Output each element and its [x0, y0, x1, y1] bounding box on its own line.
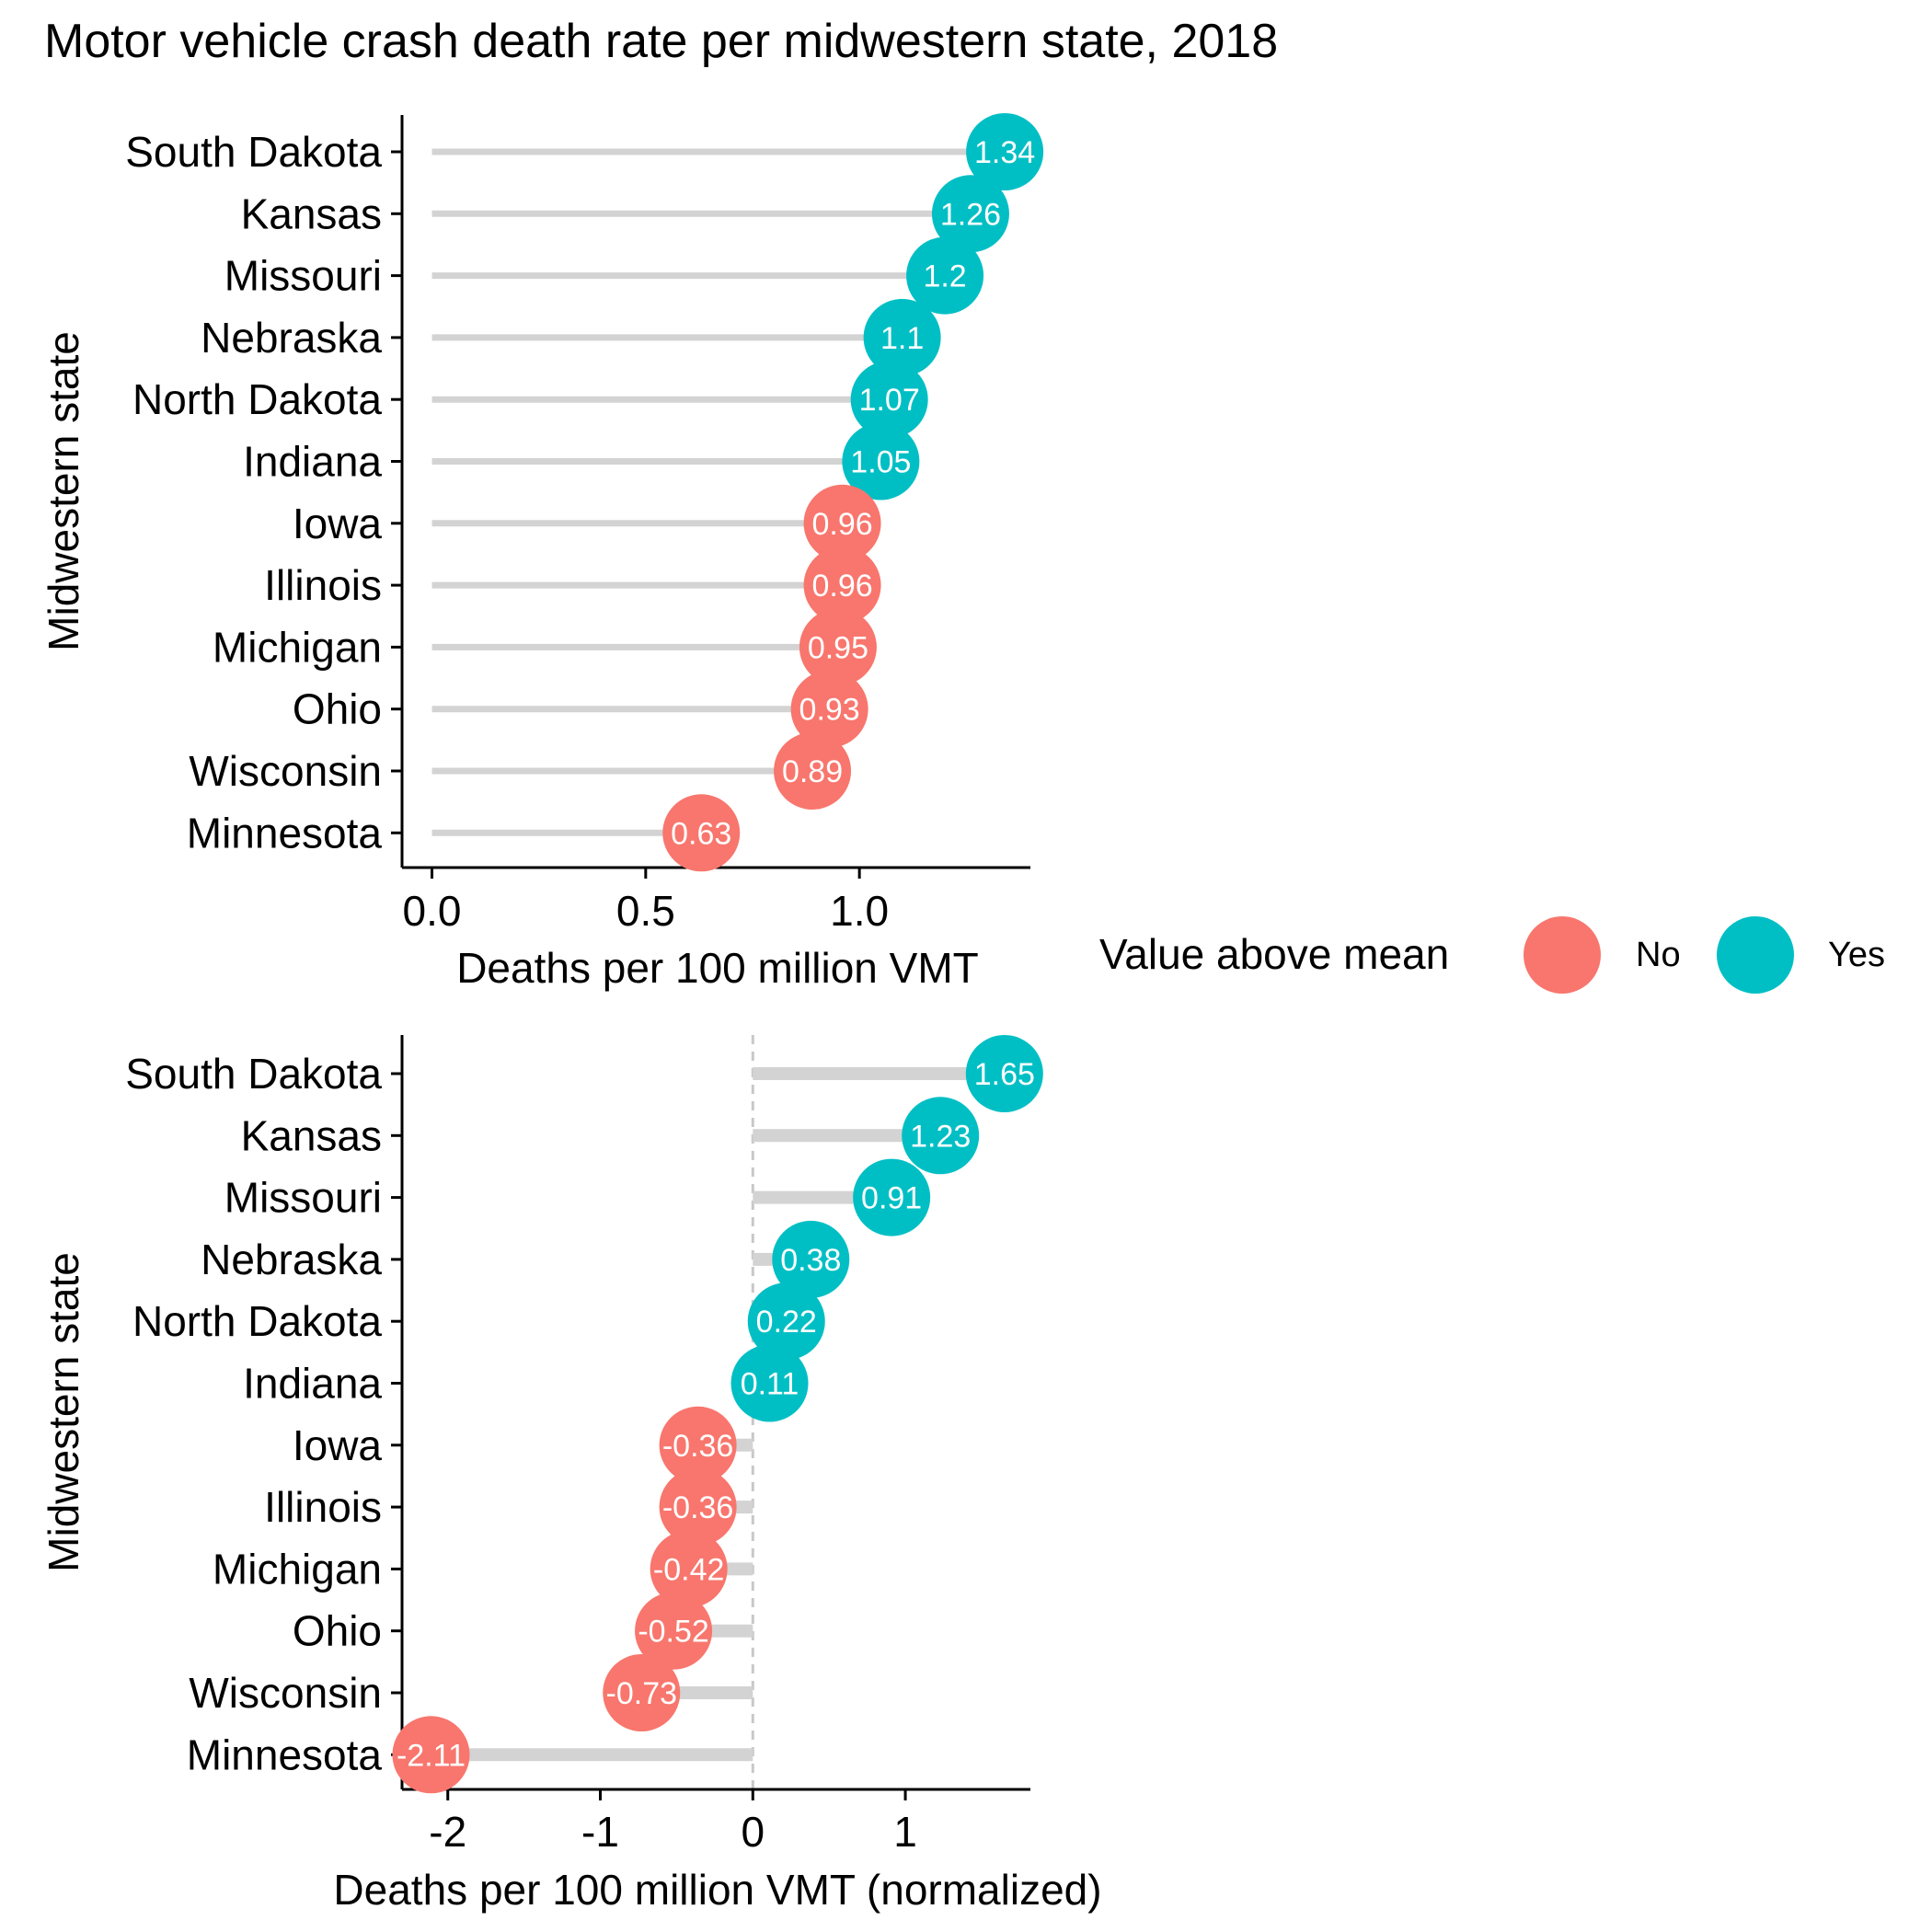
data-label: 0.89	[782, 754, 843, 789]
lollipop-dot	[772, 1220, 850, 1298]
x-tick-label: -2	[429, 1808, 466, 1856]
legend-label-yes: Yes	[1828, 936, 1885, 974]
x-tick-label: 0.5	[616, 887, 675, 935]
y-tick-label: Ohio	[293, 685, 382, 733]
lollipop-dot	[842, 422, 920, 500]
lollipop-dot	[650, 1530, 728, 1608]
data-label: -0.42	[653, 1552, 725, 1587]
x-tick-label: 0	[741, 1808, 765, 1856]
lollipop-dot	[931, 175, 1009, 253]
lollipop-dot	[790, 670, 868, 748]
y-tick-label: North Dakota	[132, 375, 382, 423]
lollipop-dot	[603, 1654, 681, 1731]
y-tick-label: Illinois	[264, 1483, 382, 1531]
data-label: 0.96	[811, 569, 872, 604]
lollipop-dot	[747, 1282, 825, 1361]
y-tick-label: Minnesota	[187, 1731, 383, 1778]
data-label: 1.05	[850, 445, 911, 480]
lollipop-dot	[774, 732, 852, 810]
legend-key-no	[1524, 916, 1601, 994]
legend-key-yes	[1717, 916, 1794, 994]
x-axis-title: Deaths per 100 million VMT (normalized)	[333, 1866, 1101, 1914]
lollipop-dot	[965, 1035, 1043, 1112]
lollipop-dot	[853, 1158, 931, 1236]
data-label: 1.65	[974, 1057, 1035, 1092]
data-label: 1.23	[910, 1119, 971, 1154]
x-tick-label: -1	[581, 1808, 619, 1856]
y-tick-label: Kansas	[241, 1111, 382, 1159]
lollipop-dot	[662, 794, 741, 872]
data-label: 1.1	[880, 321, 924, 356]
x-tick-label: 0.0	[403, 887, 462, 935]
y-tick-label: Nebraska	[201, 314, 382, 362]
data-label: 1.34	[974, 135, 1035, 170]
data-label: -0.36	[662, 1490, 734, 1525]
lollipop-dot	[863, 298, 941, 376]
data-label: 1.07	[859, 383, 920, 418]
data-label: 0.91	[861, 1181, 922, 1216]
y-tick-label: Indiana	[243, 1360, 382, 1408]
legend: Value above mean No Yes	[1099, 916, 1885, 994]
y-tick-label: Iowa	[293, 1421, 383, 1469]
y-tick-label: South Dakota	[125, 128, 382, 176]
legend-title: Value above mean	[1099, 930, 1449, 978]
lollipop-dot	[659, 1468, 737, 1547]
data-label: 0.95	[808, 630, 868, 665]
y-tick-label: Wisconsin	[189, 1669, 382, 1717]
lollipop-dot	[635, 1592, 713, 1670]
y-tick-label: Illinois	[264, 561, 382, 609]
y-tick-label: Kansas	[241, 190, 382, 237]
y-tick-label: Indiana	[243, 438, 382, 486]
y-tick-label: Missouri	[224, 1174, 382, 1222]
y-tick-label: Iowa	[293, 500, 383, 547]
y-tick-label: Nebraska	[201, 1236, 382, 1283]
panel-normalized-rates: -2 -1 0 1 Deaths per 100 million VMT (normal…	[40, 1035, 1102, 1914]
y-axis-title: Midwestern state	[40, 331, 87, 651]
y-tick-label: Ohio	[293, 1607, 382, 1655]
lollipop-dot	[799, 608, 877, 686]
chart-title: Motor vehicle crash death rate per midwe…	[44, 15, 1278, 68]
data-label: 0.63	[671, 816, 731, 851]
data-label: -0.52	[638, 1615, 709, 1650]
data-label: -0.73	[606, 1676, 678, 1711]
data-label: 1.2	[923, 259, 966, 294]
lollipop-dot	[730, 1344, 809, 1422]
lollipop-dot	[803, 546, 881, 625]
lollipop-dot	[850, 361, 928, 439]
y-tick-label: South Dakota	[125, 1050, 382, 1098]
data-label: -0.36	[662, 1429, 734, 1464]
legend-label-no: No	[1636, 936, 1681, 974]
lollipop-dot	[392, 1716, 470, 1794]
panel-raw-rates: 0.0 0.5 1.0 Deaths per 100 million VMT Midwe…	[40, 113, 1044, 992]
data-label: 1.26	[940, 197, 1001, 232]
lollipop-dot	[906, 236, 984, 315]
data-label: 0.93	[799, 693, 860, 728]
lollipop-dot	[659, 1406, 737, 1484]
y-tick-label: North Dakota	[132, 1297, 382, 1345]
y-axis-title: Midwestern state	[40, 1252, 87, 1572]
data-label: 0.38	[780, 1243, 841, 1278]
x-axis-title: Deaths per 100 million VMT	[456, 944, 979, 992]
y-tick-label: Minnesota	[187, 809, 383, 857]
data-label: 0.96	[811, 507, 872, 542]
y-tick-label: Wisconsin	[189, 747, 382, 795]
y-tick-label: Michigan	[213, 623, 382, 671]
data-label: 0.11	[741, 1367, 799, 1402]
lollipop-dot	[902, 1097, 980, 1175]
data-label: 0.22	[756, 1305, 817, 1340]
x-tick-label: 1.0	[830, 887, 889, 935]
data-label: -2.11	[397, 1738, 466, 1773]
y-tick-label: Missouri	[224, 252, 382, 300]
y-tick-label: Michigan	[213, 1545, 382, 1593]
x-tick-label: 1	[893, 1808, 917, 1856]
lollipop-dot	[966, 113, 1044, 190]
lollipop-dot	[803, 484, 881, 562]
